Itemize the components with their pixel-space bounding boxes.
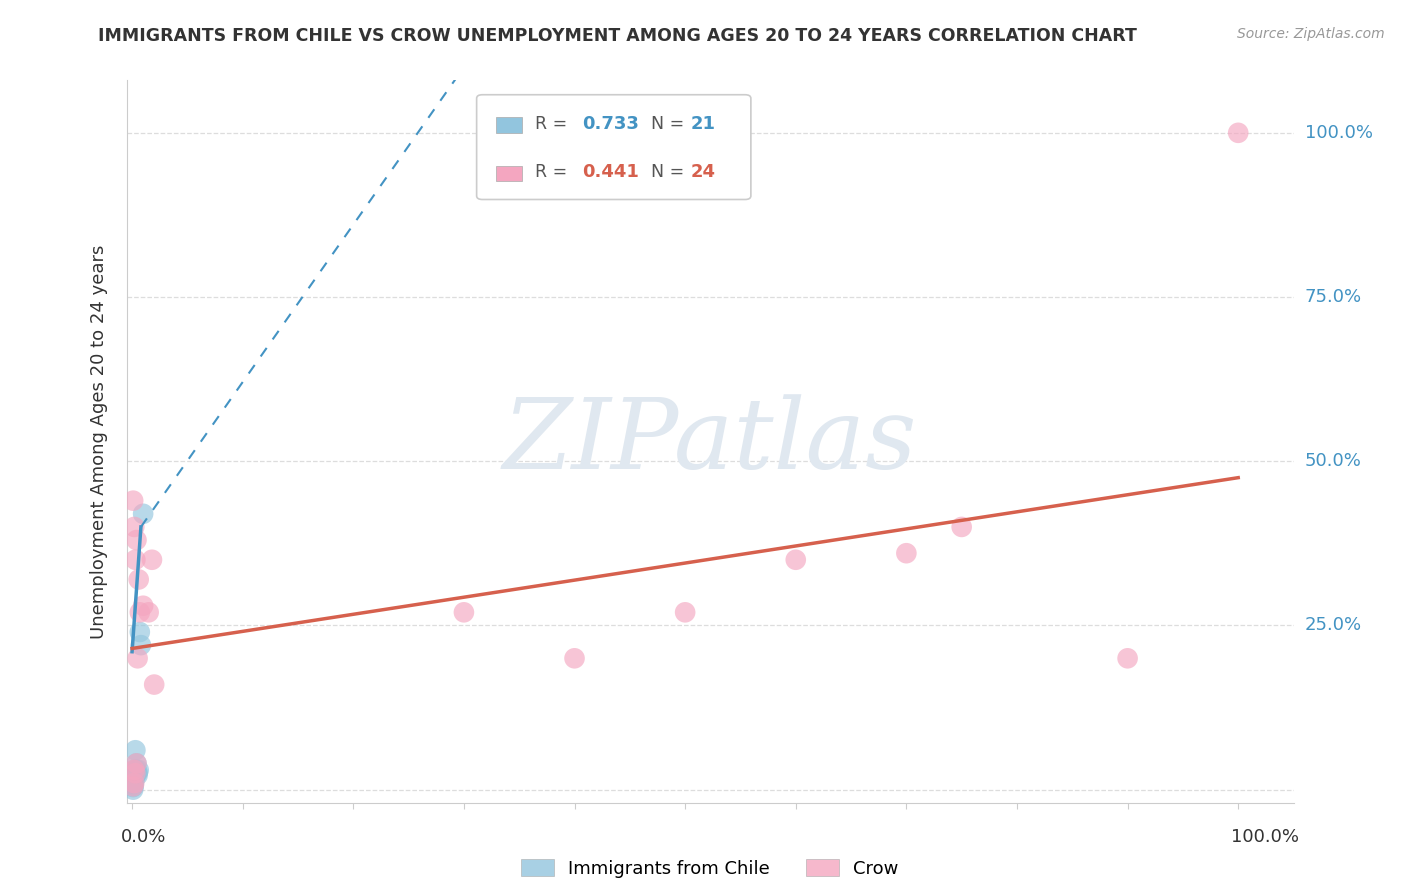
Point: [124, 765, 146, 780]
Text: 24: 24: [690, 163, 716, 181]
Point: [124, 772, 146, 787]
Point: [125, 763, 148, 777]
Text: 75.0%: 75.0%: [1305, 288, 1362, 306]
Legend: Immigrants from Chile, Crow: Immigrants from Chile, Crow: [515, 852, 905, 885]
Point: [1116, 651, 1139, 665]
Text: Source: ZipAtlas.com: Source: ZipAtlas.com: [1237, 27, 1385, 41]
Point: [132, 599, 155, 613]
Point: [128, 763, 150, 777]
Point: [128, 573, 150, 587]
FancyBboxPatch shape: [496, 117, 522, 133]
Point: [124, 766, 146, 780]
Point: [1227, 126, 1250, 140]
Point: [127, 765, 149, 780]
Point: [141, 553, 163, 567]
Text: 100.0%: 100.0%: [1232, 828, 1299, 847]
FancyBboxPatch shape: [496, 166, 522, 181]
Point: [127, 651, 149, 665]
Point: [124, 743, 146, 757]
Point: [453, 605, 475, 619]
Point: [122, 780, 145, 794]
Point: [143, 677, 166, 691]
Point: [124, 520, 146, 534]
Point: [125, 756, 148, 771]
Point: [124, 763, 146, 777]
Point: [896, 546, 918, 560]
Text: R =: R =: [534, 115, 572, 133]
Text: 0.733: 0.733: [582, 115, 638, 133]
FancyBboxPatch shape: [477, 95, 751, 200]
Text: 0.0%: 0.0%: [121, 828, 166, 847]
Point: [122, 493, 145, 508]
Text: 0.441: 0.441: [582, 163, 638, 181]
Point: [138, 605, 160, 619]
Point: [124, 769, 146, 783]
Point: [122, 772, 145, 786]
Text: 21: 21: [690, 115, 716, 133]
Point: [124, 776, 146, 790]
Point: [128, 625, 150, 640]
Point: [124, 769, 146, 783]
Point: [785, 553, 807, 567]
Point: [122, 782, 145, 797]
Text: 100.0%: 100.0%: [1305, 124, 1372, 142]
Point: [122, 777, 145, 791]
Text: 50.0%: 50.0%: [1305, 452, 1361, 470]
Point: [125, 533, 148, 547]
Point: [122, 780, 145, 794]
Point: [673, 605, 696, 619]
Point: [124, 763, 146, 777]
Point: [127, 768, 149, 782]
Point: [132, 507, 155, 521]
Point: [124, 763, 146, 777]
Point: [128, 605, 150, 619]
Text: N =: N =: [640, 163, 690, 181]
Text: R =: R =: [534, 163, 572, 181]
Text: ZIPatlas: ZIPatlas: [503, 394, 917, 489]
Text: 25.0%: 25.0%: [1305, 616, 1362, 634]
Point: [564, 651, 586, 665]
Y-axis label: Unemployment Among Ages 20 to 24 years: Unemployment Among Ages 20 to 24 years: [90, 244, 108, 639]
Point: [950, 520, 973, 534]
Point: [125, 756, 148, 771]
Text: IMMIGRANTS FROM CHILE VS CROW UNEMPLOYMENT AMONG AGES 20 TO 24 YEARS CORRELATION: IMMIGRANTS FROM CHILE VS CROW UNEMPLOYME…: [98, 27, 1137, 45]
Point: [129, 638, 152, 652]
Text: N =: N =: [640, 115, 690, 133]
Point: [124, 766, 146, 780]
Point: [122, 779, 145, 793]
Point: [124, 553, 146, 567]
